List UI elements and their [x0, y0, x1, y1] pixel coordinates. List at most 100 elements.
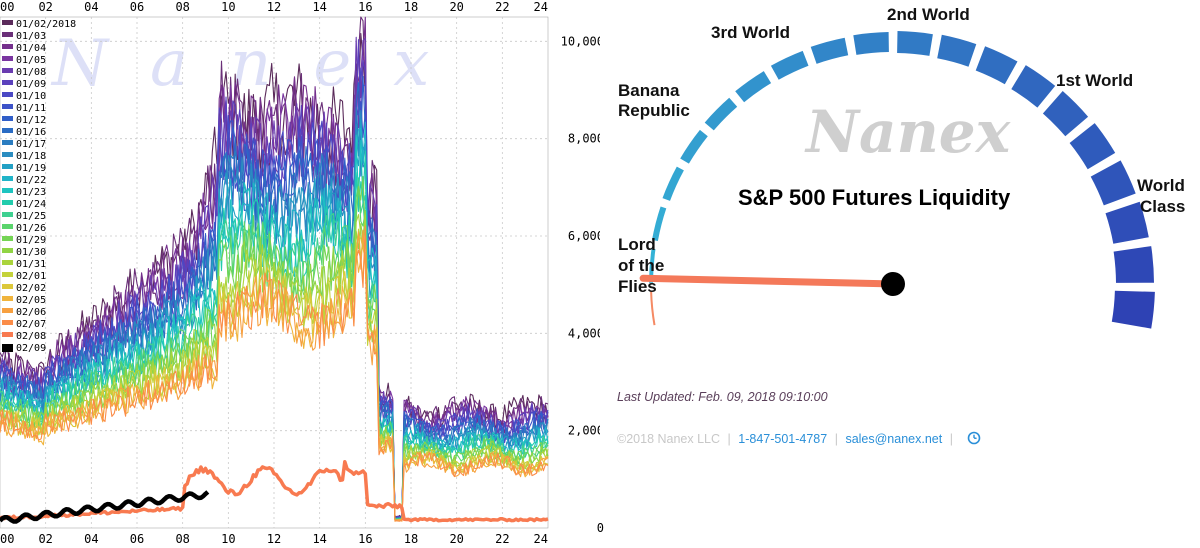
- legend-swatch: [2, 56, 13, 61]
- x-tick-label-bottom: 00: [0, 532, 14, 546]
- legend-swatch: [2, 68, 13, 73]
- legend-swatch: [2, 344, 13, 352]
- x-tick-label-top: 16: [358, 0, 372, 14]
- legend-label: 01/30: [16, 247, 46, 258]
- y-tick-label: 10,000: [561, 34, 604, 48]
- legend-label: 02/07: [16, 319, 46, 330]
- gauge-panel: [600, 0, 1200, 460]
- x-tick-label-top: 22: [495, 0, 509, 14]
- label-world-class: World Class: [1137, 176, 1190, 216]
- last-updated: Last Updated: Feb. 09, 2018 09:10:00: [617, 390, 828, 404]
- chart-watermark: Nanex: [50, 27, 471, 101]
- gauge-arc: [649, 31, 1155, 329]
- gauge-segment: [937, 34, 977, 67]
- series-line: [0, 67, 549, 520]
- label-3rd-world: 3rd World: [711, 23, 790, 42]
- legend-swatch: [2, 116, 13, 121]
- gauge-segment: [662, 166, 684, 201]
- legend-swatch: [2, 152, 13, 157]
- y-tick-label: 0: [597, 521, 604, 535]
- footer: ©2018 Nanex LLC | 1-847-501-4787 | sales…: [617, 431, 981, 446]
- legend-label: 02/06: [16, 307, 46, 318]
- series-line: [0, 459, 549, 523]
- x-tick-label-top: 00: [0, 0, 14, 14]
- legend-label: 01/03: [16, 31, 46, 42]
- legend-swatch: [2, 176, 13, 181]
- legend-swatch: [2, 248, 13, 253]
- legend-label: 01/29: [16, 235, 46, 246]
- legend-label: 01/24: [16, 199, 46, 210]
- gauge-segment: [1011, 65, 1056, 108]
- y-tick-label: 8,000: [568, 132, 604, 146]
- footer-phone: 1-847-501-4787: [738, 432, 827, 446]
- legend: 01/02/201801/0301/0401/0501/0801/0901/10…: [2, 19, 76, 354]
- clock-icon[interactable]: [967, 431, 981, 445]
- x-tick-label-top: 14: [312, 0, 326, 14]
- legend-swatch: [2, 272, 13, 277]
- legend-swatch: [2, 260, 13, 265]
- legend-swatch: [2, 308, 13, 313]
- x-tick-label-top: 24: [534, 0, 548, 14]
- legend-label: 02/05: [16, 295, 46, 306]
- gauge-segment: [1111, 290, 1155, 329]
- footer-text: ©2018 Nanex LLC | 1-847-501-4787 | sales…: [617, 432, 953, 446]
- legend-swatch: [2, 188, 13, 193]
- legend-label: 01/05: [16, 55, 46, 66]
- legend-label: 01/31: [16, 259, 46, 270]
- y-axis-right: 0 2,000 4,000 6,000 8,000 10,000: [561, 34, 604, 535]
- gauge-segment: [704, 97, 738, 131]
- legend-label: 01/26: [16, 223, 46, 234]
- series-line: [0, 225, 549, 522]
- series-line: [0, 134, 549, 521]
- x-axis-bottom: 00 02 04 06 08 10 12 14 16 18 20 22 24: [0, 532, 548, 546]
- legend-label: 01/17: [16, 139, 46, 150]
- gauge-segment: [1042, 91, 1089, 137]
- series-line: [0, 490, 210, 524]
- gauge-segment: [650, 291, 656, 326]
- gauge-needle: [639, 274, 897, 288]
- x-tick-label-bottom: 14: [312, 532, 326, 546]
- series-lines: [0, 16, 549, 524]
- gauge-watermark: Nanex: [804, 98, 1012, 166]
- legend-swatch: [2, 20, 13, 25]
- legend-swatch: [2, 44, 13, 49]
- x-tick-label-bottom: 20: [449, 532, 463, 546]
- y-tick-label: 2,000: [568, 424, 604, 438]
- x-axis-top: 00 02 04 06 08 10 12 14 16 18 20 22 24: [0, 0, 548, 14]
- label-1st-world: 1st World: [1056, 71, 1133, 90]
- label-banana-republic: Banana Republic: [618, 81, 690, 120]
- x-tick-label-top: 06: [130, 0, 144, 14]
- x-tick-label-bottom: 22: [495, 532, 509, 546]
- gauge-title: S&P 500 Futures Liquidity: [738, 185, 1011, 210]
- legend-label: 01/02/2018: [16, 19, 76, 30]
- x-tick-label-bottom: 16: [358, 532, 372, 546]
- legend-swatch: [2, 224, 13, 229]
- legend-label: 01/19: [16, 163, 46, 174]
- gauge-segment: [1113, 246, 1154, 283]
- gauge-segment: [853, 32, 889, 55]
- gauge-segment: [810, 37, 849, 64]
- legend-swatch: [2, 104, 13, 109]
- legend-label: 02/02: [16, 283, 46, 294]
- liquidity-line-chart: Nanex 00 02 04 06 08 10 12 14 16 18 20 22 24 00 02 04 0…: [0, 0, 604, 546]
- x-tick-label-bottom: 12: [267, 532, 281, 546]
- label-lord-of-the-flies: Lord of the Flies: [618, 235, 669, 296]
- legend-label: 01/09: [16, 79, 46, 90]
- x-tick-label-top: 02: [38, 0, 52, 14]
- legend-label: 01/12: [16, 115, 46, 126]
- legend-swatch: [2, 212, 13, 217]
- x-tick-label-bottom: 04: [84, 532, 98, 546]
- gauge-segment: [1069, 123, 1116, 170]
- legend-swatch: [2, 284, 13, 289]
- legend-label: 01/16: [16, 127, 46, 138]
- gauge-segment: [649, 248, 656, 283]
- liquidity-gauge: Nanex Lord of the Flies Banana Republic …: [600, 0, 1200, 460]
- gauge-segment: [735, 71, 772, 103]
- series-line: [0, 76, 549, 520]
- legend-label: 01/22: [16, 175, 46, 186]
- legend-label: 01/04: [16, 43, 46, 54]
- y-tick-label: 4,000: [568, 326, 604, 340]
- legend-label: 01/11: [16, 103, 46, 114]
